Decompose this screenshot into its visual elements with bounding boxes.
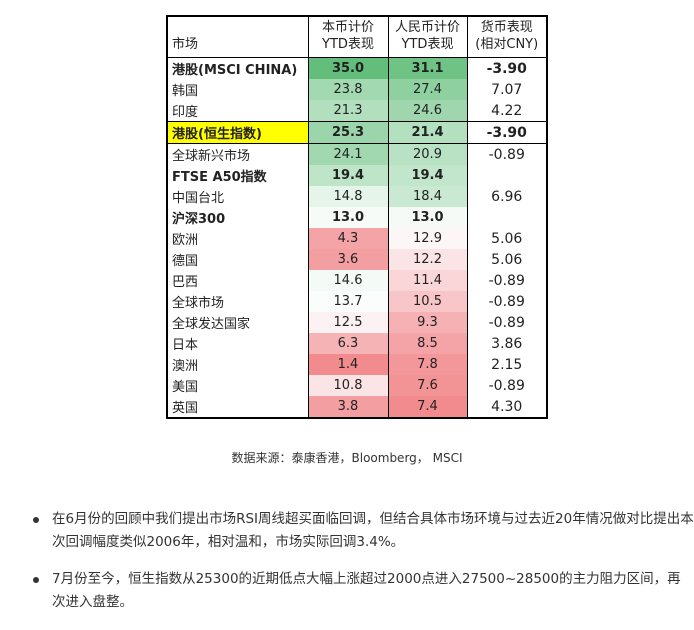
- table-row: 日本 6.3 8.5 3.86: [168, 333, 546, 354]
- table-header-row: 市场 本币计价 YTD表现 人民币计价 YTD表现 货币表现 (相对CNY): [168, 17, 546, 58]
- table-row: 印度 21.3 24.6 4.22: [168, 100, 546, 122]
- fx-cell: -0.89: [466, 312, 546, 333]
- local-ytd-cell: 14.8: [307, 186, 388, 207]
- cny-ytd-cell: 7.8: [387, 354, 467, 375]
- table-row: 英国 3.8 7.4 4.30: [168, 396, 546, 417]
- table-row: 全球发达国家 12.5 9.3 -0.89: [168, 312, 546, 333]
- market-name-cell: 欧洲: [172, 233, 199, 248]
- cny-ytd-cell: 13.0: [387, 207, 467, 228]
- cny-ytd-cell: 24.6: [387, 100, 467, 122]
- market-name-cell: 中国台北: [172, 191, 225, 206]
- local-ytd-cell: 12.5: [307, 312, 388, 333]
- table-row: 港股(MSCI CHINA) 35.0 31.1 -3.90: [168, 57, 546, 79]
- header-market: 市场: [168, 17, 308, 58]
- market-name-cell: 全球发达国家: [172, 317, 251, 332]
- fx-cell: 5.06: [466, 228, 546, 249]
- fx-cell: 4.22: [466, 100, 546, 122]
- local-ytd-cell: 25.3: [307, 121, 388, 144]
- local-ytd-cell: 1.4: [307, 354, 388, 375]
- local-ytd-cell: 35.0: [307, 57, 388, 79]
- performance-table: 市场 本币计价 YTD表现 人民币计价 YTD表现 货币表现 (相对CNY) 港股(M…: [168, 17, 546, 417]
- cny-ytd-cell: 8.5: [387, 333, 467, 354]
- cny-ytd-cell: 18.4: [387, 186, 467, 207]
- market-name-cell: FTSE A50指数: [172, 170, 267, 185]
- table-row: 巴西 14.6 11.4 -0.89: [168, 270, 546, 291]
- table-row: 港股(恒生指数) 25.3 21.4 -3.90: [168, 121, 546, 144]
- fx-cell: 2.15: [466, 354, 546, 375]
- market-name-cell: 韩国: [172, 84, 199, 99]
- fx-cell: 3.86: [466, 333, 546, 354]
- local-ytd-cell: 6.3: [307, 333, 388, 354]
- local-ytd-cell: 13.7: [307, 291, 388, 312]
- market-name-cell: 英国: [172, 401, 199, 416]
- table-row: 美国 10.8 7.6 -0.89: [168, 375, 546, 396]
- header-fx: 货币表现 (相对CNY): [466, 17, 546, 58]
- local-ytd-cell: 13.0: [307, 207, 388, 228]
- market-name-cell: 美国: [172, 380, 199, 395]
- market-name-cell: 沪深300: [172, 212, 226, 227]
- local-ytd-cell: 4.3: [307, 228, 388, 249]
- table-row: 欧洲 4.3 12.9 5.06: [168, 228, 546, 249]
- market-name-cell: 德国: [172, 254, 199, 269]
- data-source-caption: 数据来源：泰康香港，Bloomberg， MSCI: [231, 451, 463, 465]
- cny-ytd-cell: 7.4: [387, 396, 467, 417]
- market-name-cell: 巴西: [172, 275, 199, 290]
- fx-cell: 5.06: [466, 249, 546, 270]
- list-item: 7月份至今，恒生指数从25300的近期低点大幅上涨超过2000点进入27500~…: [30, 568, 694, 614]
- market-name-cell: 日本: [172, 338, 199, 353]
- cny-ytd-cell: 21.4: [387, 121, 467, 144]
- table-row: 德国 3.6 12.2 5.06: [168, 249, 546, 270]
- local-ytd-cell: 19.4: [307, 165, 388, 186]
- cny-ytd-cell: 20.9: [387, 143, 467, 165]
- fx-cell: 6.96: [466, 186, 546, 207]
- fx-cell: -3.90: [466, 57, 546, 79]
- cny-ytd-cell: 31.1: [387, 57, 467, 79]
- list-item: 在6月份的回顾中我们提出市场RSI周线超买面临回调，但结合具体市场环境与过去近2…: [30, 508, 694, 554]
- local-ytd-cell: 3.6: [307, 249, 388, 270]
- fx-cell: [466, 165, 546, 186]
- table-row: 澳洲 1.4 7.8 2.15: [168, 354, 546, 375]
- local-ytd-cell: 3.8: [307, 396, 388, 417]
- fx-cell: -0.89: [466, 291, 546, 312]
- local-ytd-cell: 23.8: [307, 79, 388, 100]
- local-ytd-cell: 10.8: [307, 375, 388, 396]
- table-row: 中国台北 14.8 18.4 6.96: [168, 186, 546, 207]
- cny-ytd-cell: 12.9: [387, 228, 467, 249]
- cny-ytd-cell: 7.6: [387, 375, 467, 396]
- fx-cell: 7.07: [466, 79, 546, 100]
- market-name-cell: 全球市场: [172, 296, 225, 311]
- cny-ytd-cell: 9.3: [387, 312, 467, 333]
- fx-cell: [466, 207, 546, 228]
- fx-cell: -0.89: [466, 143, 546, 165]
- bullet-icon: [33, 577, 39, 583]
- cny-ytd-cell: 11.4: [387, 270, 467, 291]
- fx-cell: -0.89: [466, 270, 546, 291]
- local-ytd-cell: 21.3: [307, 100, 388, 122]
- table-row: 沪深300 13.0 13.0: [168, 207, 546, 228]
- fx-cell: 4.30: [466, 396, 546, 417]
- market-ytd-table: 市场 本币计价 YTD表现 人民币计价 YTD表现 货币表现 (相对CNY) 港股(M…: [166, 15, 548, 419]
- cny-ytd-cell: 10.5: [387, 291, 467, 312]
- header-cny-ytd: 人民币计价 YTD表现: [387, 17, 467, 58]
- table-row: 全球新兴市场 24.1 20.9 -0.89: [168, 143, 546, 165]
- cny-ytd-cell: 12.2: [387, 249, 467, 270]
- local-ytd-cell: 14.6: [307, 270, 388, 291]
- fx-cell: -3.90: [466, 121, 546, 144]
- bullet-icon: [33, 517, 39, 523]
- local-ytd-cell: 24.1: [307, 143, 388, 165]
- header-local-ytd: 本币计价 YTD表现: [307, 17, 388, 58]
- market-name-cell: 印度: [168, 100, 308, 122]
- cny-ytd-cell: 27.4: [387, 79, 467, 100]
- fx-cell: -0.89: [466, 375, 546, 396]
- market-name-cell: 港股(MSCI CHINA): [172, 63, 298, 78]
- market-name-cell: 全球新兴市场: [172, 149, 251, 164]
- market-name-cell: 澳洲: [172, 359, 199, 374]
- table-row: 全球市场 13.7 10.5 -0.89: [168, 291, 546, 312]
- market-name-cell: 港股(恒生指数): [168, 121, 308, 144]
- table-row: FTSE A50指数 19.4 19.4: [168, 165, 546, 186]
- table-row: 韩国 23.8 27.4 7.07: [168, 79, 546, 100]
- cny-ytd-cell: 19.4: [387, 165, 467, 186]
- commentary-list: 在6月份的回顾中我们提出市场RSI周线超买面临回调，但结合具体市场环境与过去近2…: [30, 508, 694, 628]
